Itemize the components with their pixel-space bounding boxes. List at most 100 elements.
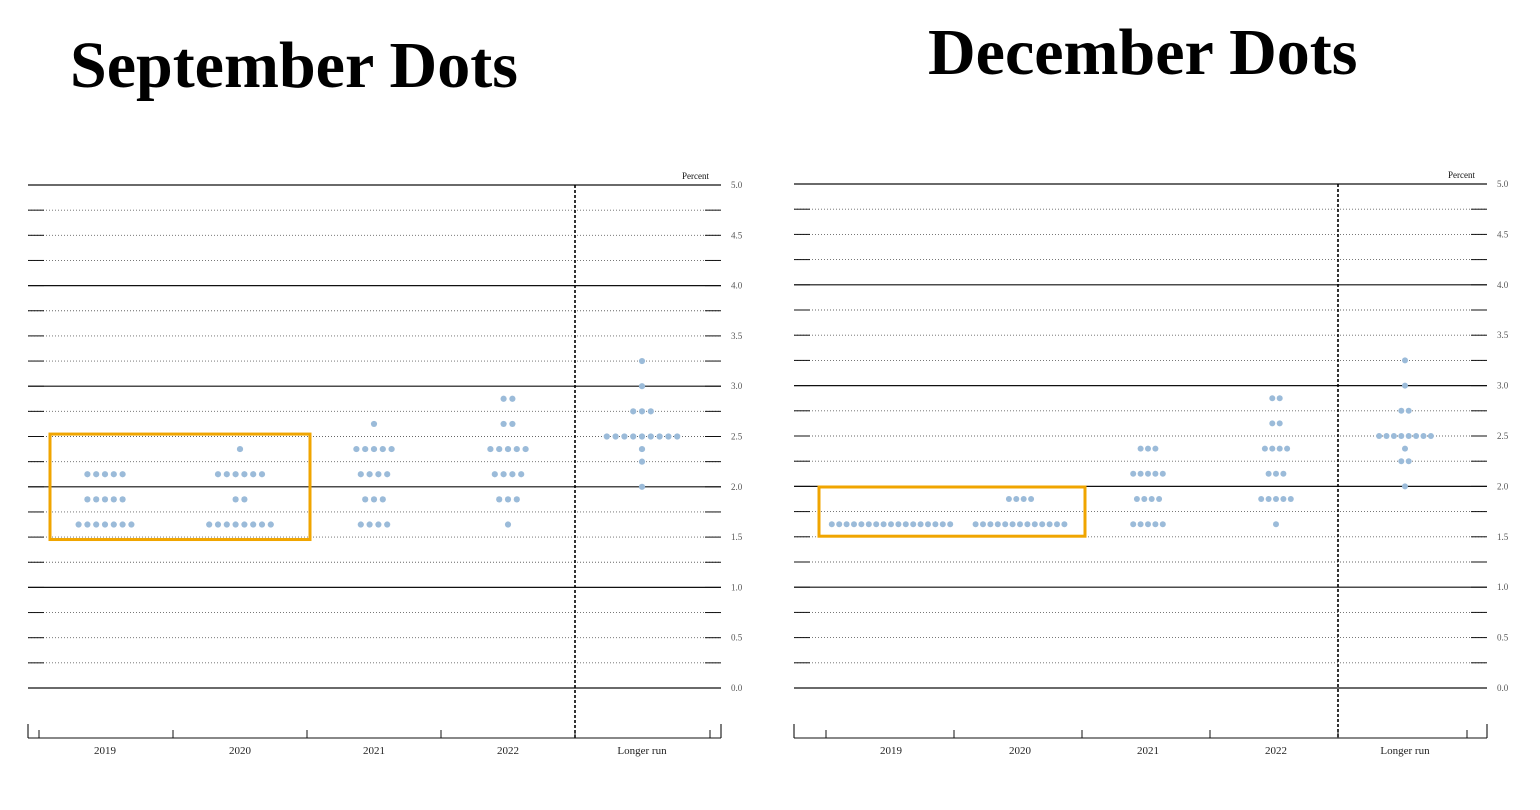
projection-dot — [1390, 433, 1397, 439]
projection-dot — [223, 521, 230, 528]
projection-dot — [509, 471, 516, 478]
y-tick-label: 4.0 — [731, 281, 743, 291]
projection-dot — [119, 496, 126, 503]
projection-dot — [110, 496, 117, 503]
y-tick-label: 1.5 — [1497, 532, 1509, 542]
projection-dot — [84, 521, 91, 528]
projection-dot — [110, 521, 117, 528]
projection-dot — [1130, 521, 1137, 528]
projection-dot — [1145, 470, 1151, 477]
projection-dot — [1402, 445, 1408, 452]
projection-dot — [858, 521, 865, 528]
projection-dot — [1145, 521, 1151, 528]
projection-dot — [500, 395, 507, 402]
projection-dot — [674, 433, 681, 440]
y-tick-label: 3.0 — [731, 381, 743, 391]
projection-dot — [128, 521, 135, 528]
y-tick-label: 5.0 — [1497, 179, 1509, 189]
x-tick-label: 2021 — [363, 745, 385, 757]
projection-dot — [630, 408, 637, 415]
projection-dot — [1159, 470, 1166, 477]
projection-dot — [1402, 382, 1408, 389]
projection-dot — [101, 471, 109, 478]
projection-dot — [504, 445, 512, 453]
projection-dot — [500, 471, 507, 478]
projection-dot — [206, 521, 213, 528]
projection-dot — [504, 496, 512, 503]
projection-dot — [638, 483, 646, 490]
projection-dot — [1061, 521, 1068, 528]
projection-dot — [1017, 521, 1023, 528]
projection-dot — [647, 433, 654, 440]
projection-dot — [1028, 496, 1035, 502]
projection-dot — [638, 433, 646, 440]
projection-dot — [362, 496, 369, 503]
projection-dot — [1152, 445, 1159, 452]
projection-dot — [500, 420, 507, 428]
projection-dot — [518, 471, 525, 478]
projection-dot — [75, 521, 82, 528]
projection-dot — [1276, 445, 1283, 452]
projection-dot — [509, 420, 516, 428]
projection-dot — [223, 471, 230, 478]
projection-dot — [384, 521, 391, 528]
projection-dot — [375, 521, 382, 528]
projection-dot — [665, 433, 672, 440]
projection-dot — [1287, 496, 1294, 502]
projection-dot — [603, 433, 610, 440]
projection-dot — [119, 471, 126, 478]
projection-dot — [1273, 496, 1279, 502]
projection-dot — [1156, 496, 1163, 502]
projection-dot — [84, 496, 91, 503]
projection-dot — [1152, 521, 1159, 528]
projection-dot — [1002, 521, 1009, 528]
y-tick-label: 5.0 — [731, 180, 743, 190]
highlight-box — [48, 432, 312, 542]
y-tick-label: 2.5 — [1497, 431, 1509, 441]
projection-dot — [388, 445, 395, 453]
y-axis-title: Percent — [682, 171, 709, 181]
projection-dot — [1141, 496, 1148, 502]
y-tick-label: 1.0 — [1497, 582, 1509, 592]
projection-dot — [1402, 357, 1408, 364]
projection-dot — [638, 445, 646, 453]
projection-dot — [972, 521, 979, 528]
x-tick-label: 2021 — [1137, 745, 1159, 757]
projection-dot — [1130, 470, 1137, 477]
projection-dot — [1159, 521, 1166, 528]
projection-dot — [258, 471, 266, 478]
projection-dot — [110, 471, 117, 478]
projection-dot — [357, 521, 364, 528]
projection-dot — [250, 471, 257, 478]
x-tick-label: 2020 — [229, 745, 252, 757]
projection-dot — [910, 521, 917, 528]
september-dot-plot: 0.0 0.5 1.0 1.5 2.0 2.5 3.0 3.5 4.0 4.5 5.0 Percent… — [27, 171, 743, 757]
y-tick-label: 1.0 — [731, 582, 743, 592]
projection-dot — [1137, 470, 1144, 477]
projection-dot — [939, 521, 946, 528]
projection-dot — [509, 395, 516, 402]
projection-dot — [379, 496, 386, 503]
projection-dot — [522, 445, 529, 453]
projection-dot — [1405, 458, 1412, 465]
x-tick-label: 2022 — [1265, 745, 1287, 757]
projection-dot — [1137, 445, 1144, 452]
projection-dot — [1145, 445, 1151, 452]
projection-dot — [638, 383, 646, 390]
projection-dot — [93, 496, 100, 503]
projection-dot — [1280, 470, 1287, 477]
x-tick-label: 2022 — [497, 745, 519, 757]
projection-dot — [987, 521, 994, 528]
projection-dot — [1009, 521, 1016, 528]
projection-dot — [379, 445, 386, 453]
projection-dot — [888, 521, 894, 528]
projection-dot — [1148, 496, 1155, 502]
projection-dot — [851, 521, 857, 528]
projection-dot — [93, 471, 100, 478]
projection-dot — [1376, 433, 1383, 439]
projection-dot — [902, 521, 909, 528]
projection-dot — [1398, 458, 1405, 465]
projection-dot — [491, 471, 498, 478]
projection-dot — [638, 458, 646, 465]
projection-dot — [267, 521, 274, 528]
